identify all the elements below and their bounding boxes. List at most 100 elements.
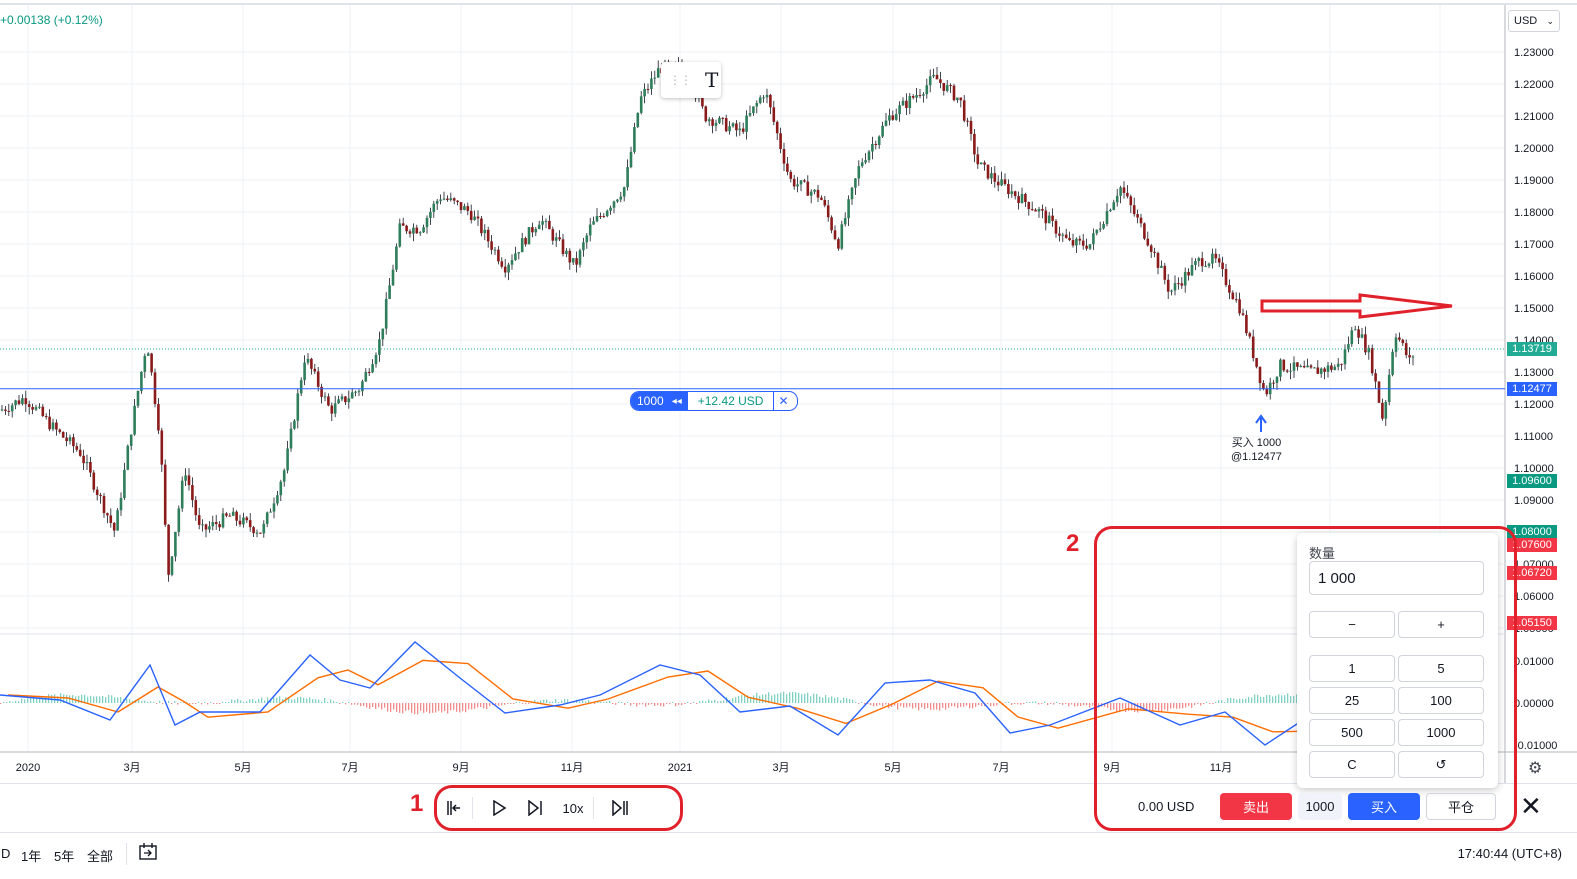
macd-bar — [1212, 703, 1214, 704]
macd-bar — [1251, 697, 1253, 703]
annotation-1: 1 — [410, 790, 424, 817]
candle-body — [915, 95, 918, 98]
candle-body — [1262, 383, 1265, 389]
candle-body — [945, 85, 949, 91]
macd-bar — [1197, 703, 1199, 704]
candle-body — [235, 511, 238, 521]
select-start-button[interactable] — [436, 793, 472, 823]
reverse-icon[interactable]: ◂◂ — [669, 392, 688, 410]
decrement-button[interactable]: − — [1309, 611, 1395, 638]
candle-body — [1319, 368, 1323, 374]
play-button[interactable] — [481, 793, 517, 823]
candle-body — [860, 162, 864, 167]
candle-body — [908, 96, 912, 108]
close-icon[interactable]: ✕ — [1520, 791, 1542, 821]
position-line-label[interactable]: 1000 ◂◂ +12.42 USD ✕ — [630, 391, 798, 411]
macd-bar — [663, 703, 665, 707]
macd-bar — [24, 699, 26, 703]
macd-bar — [327, 702, 329, 703]
candle-body — [735, 123, 738, 131]
candle-body — [1275, 376, 1279, 383]
close-position-icon[interactable]: ✕ — [773, 392, 796, 410]
macd-bar — [237, 698, 239, 703]
range-d[interactable]: D — [1, 846, 11, 861]
macd-bar — [33, 696, 35, 703]
reset-button[interactable]: ↺ — [1398, 751, 1484, 778]
candle-body — [388, 285, 391, 299]
preset-5-button[interactable]: 5 — [1398, 655, 1484, 682]
macd-bar — [426, 703, 428, 712]
macd-bar — [720, 700, 722, 703]
macd-bar — [1053, 703, 1055, 705]
range-all[interactable]: 全部 — [87, 849, 114, 864]
macd-bar — [525, 703, 527, 705]
macd-bar — [108, 694, 110, 703]
jump-to-realtime-icon — [612, 800, 628, 816]
range-5y[interactable]: 5年 — [54, 849, 75, 864]
candle-body — [136, 390, 140, 406]
text-icon[interactable]: T — [705, 68, 719, 92]
candle-body — [544, 220, 548, 222]
close-position-button[interactable]: 平仓 — [1426, 793, 1496, 820]
candle-body — [65, 437, 68, 442]
quantity-input[interactable] — [1309, 561, 1484, 595]
macd-bar — [969, 703, 971, 709]
currency-select[interactable]: USD ⌄ — [1508, 10, 1560, 32]
candle-body — [888, 115, 891, 121]
order-qty[interactable]: 1000 — [1298, 793, 1342, 820]
macd-bar — [261, 697, 263, 703]
calendar-icon[interactable] — [138, 842, 158, 865]
clear-button[interactable]: C — [1309, 751, 1395, 778]
candle-body — [1000, 179, 1003, 186]
macd-bar — [825, 694, 827, 703]
candle-body — [422, 227, 425, 233]
price-tick: 1.20000 — [1514, 143, 1554, 155]
macd-bar — [144, 700, 146, 703]
candle-body — [350, 392, 354, 399]
buy-button[interactable]: 买入 — [1348, 793, 1420, 820]
candle-body — [140, 371, 143, 391]
candle-body — [1013, 191, 1017, 197]
preset-1000-button[interactable]: 1000 — [1398, 719, 1484, 746]
macd-bar — [1275, 695, 1277, 703]
macd-bar — [177, 703, 179, 705]
sell-button[interactable]: 卖出 — [1220, 793, 1292, 820]
jump-realtime-button[interactable] — [602, 793, 638, 823]
preset-1-button[interactable]: 1 — [1309, 655, 1395, 682]
candle-body — [1119, 187, 1122, 196]
preset-25-button[interactable]: 25 — [1309, 687, 1395, 714]
candle-body — [0, 409, 4, 411]
macd-bar — [171, 703, 173, 704]
position-qty[interactable]: 1000 — [631, 392, 670, 410]
macd-bar — [153, 702, 155, 703]
speed-button[interactable]: 10x — [562, 800, 584, 816]
settings-icon[interactable]: ⚙ — [1528, 760, 1543, 777]
macd-bar — [504, 703, 506, 705]
candle-body — [1010, 191, 1014, 195]
candle-body — [728, 126, 731, 132]
macd-bar — [831, 696, 833, 703]
macd-bar — [312, 699, 314, 703]
preset-500-button[interactable]: 500 — [1309, 719, 1395, 746]
preset-100-button[interactable]: 100 — [1398, 687, 1484, 714]
macd-bar — [252, 699, 254, 703]
macd-bar — [1209, 703, 1211, 704]
macd-bar — [393, 703, 395, 710]
candle-body — [364, 372, 368, 382]
macd-bar — [1011, 703, 1013, 705]
annotation-2: 2 — [1066, 530, 1080, 557]
candle-body — [320, 386, 323, 397]
drag-handle-icon[interactable]: ⋮⋮ — [669, 73, 692, 87]
macd-bar — [753, 695, 755, 703]
candle-body — [357, 391, 361, 393]
candle-body — [10, 405, 14, 412]
candle-body — [806, 181, 810, 196]
candle-body — [1360, 334, 1364, 338]
candle-body — [551, 229, 555, 241]
step-forward-button[interactable] — [517, 793, 553, 823]
increment-button[interactable]: + — [1398, 611, 1484, 638]
text-tool-popup[interactable]: ⋮⋮ T — [661, 62, 721, 98]
range-1y[interactable]: 1年 — [21, 849, 42, 864]
